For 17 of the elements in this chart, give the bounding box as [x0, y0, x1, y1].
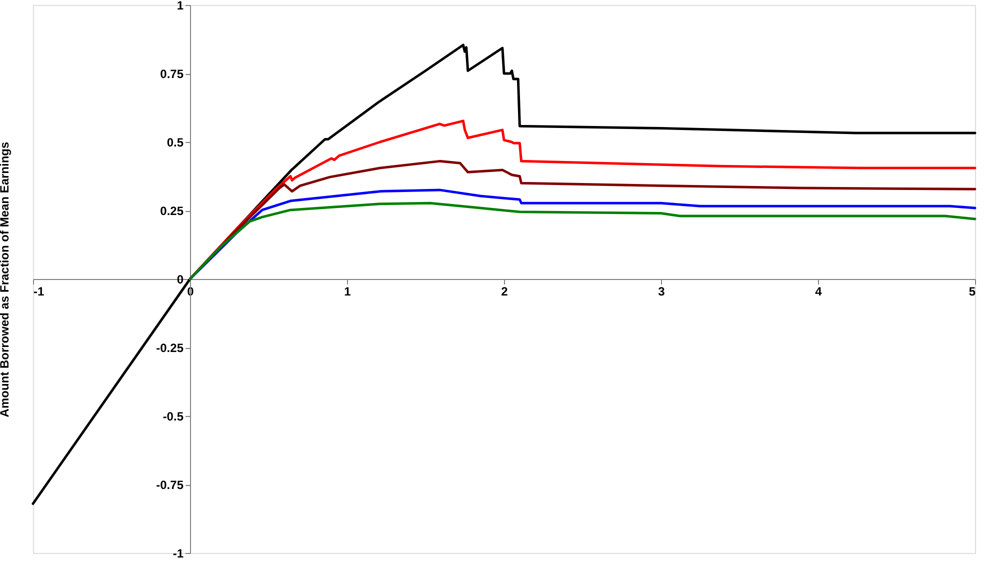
y-tick-label: -0.75	[156, 478, 184, 492]
y-axis-title: Amount Borrowed as Fraction of Mean Earnings	[0, 142, 12, 418]
y-tick-label: -0.25	[156, 341, 184, 355]
x-tick-label: -1	[34, 284, 44, 298]
y-tick-label: 0.75	[160, 67, 184, 81]
y-tick-label: 1	[176, 0, 184, 12]
y-tick-label: -1	[172, 546, 184, 560]
x-tick-label: 5	[968, 284, 976, 298]
y-tick-label: 0.25	[160, 204, 184, 218]
y-tick-label: 0	[176, 272, 184, 286]
x-tick-label: 3	[658, 284, 666, 298]
x-tick-label: 1	[344, 284, 352, 298]
line-series	[32, 44, 976, 505]
y-tick-label: -0.5	[162, 410, 184, 424]
y-tick-label: 0.5	[166, 136, 184, 150]
x-tick-label: 2	[501, 284, 508, 298]
x-tick-label: 4	[815, 284, 822, 298]
